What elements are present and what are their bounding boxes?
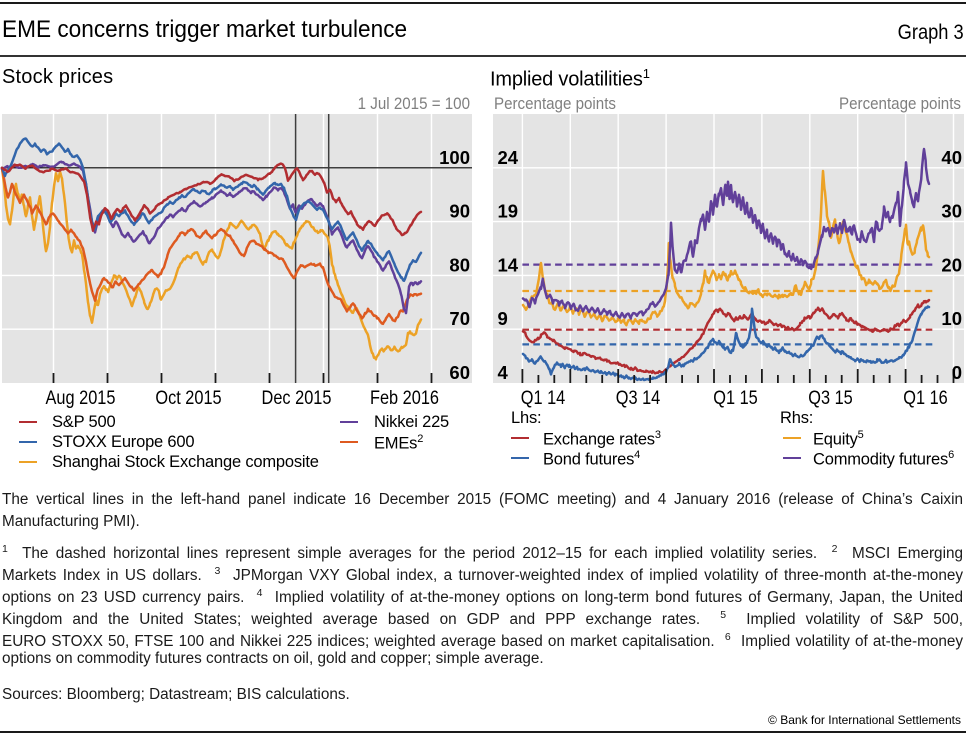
svg-text:Q3 14: Q3 14 (616, 387, 661, 408)
svg-text:4: 4 (498, 362, 509, 383)
svg-text:80: 80 (449, 254, 470, 275)
svg-text:Oct 2015: Oct 2015 (155, 387, 221, 408)
svg-text:100: 100 (439, 147, 470, 168)
svg-text:Q1 14: Q1 14 (521, 387, 566, 408)
svg-text:9: 9 (498, 308, 508, 329)
svg-text:Feb 2016: Feb 2016 (370, 387, 439, 408)
svg-text:14: 14 (498, 254, 519, 275)
svg-text:0: 0 (952, 362, 962, 383)
svg-text:10: 10 (941, 308, 962, 329)
svg-text:Q1 16: Q1 16 (903, 387, 948, 408)
svg-text:40: 40 (941, 147, 962, 168)
svg-text:Dec 2015: Dec 2015 (262, 387, 332, 408)
svg-text:60: 60 (449, 362, 470, 383)
svg-text:70: 70 (449, 308, 470, 329)
svg-text:90: 90 (449, 201, 470, 222)
svg-text:Q3 15: Q3 15 (808, 387, 853, 408)
svg-text:24: 24 (498, 147, 519, 168)
svg-text:20: 20 (941, 254, 962, 275)
svg-text:Q1 15: Q1 15 (713, 387, 758, 408)
svg-text:30: 30 (941, 201, 962, 222)
svg-text:Aug 2015: Aug 2015 (46, 387, 116, 408)
svg-text:19: 19 (498, 201, 519, 222)
